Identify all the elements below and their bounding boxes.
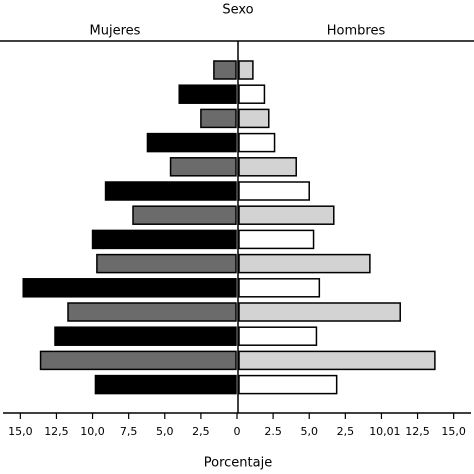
- bar: [238, 302, 401, 322]
- annotation: 1: [394, 425, 401, 438]
- x-axis-title: Porcentaje: [204, 456, 272, 471]
- legend-label: Hombres: [327, 24, 386, 39]
- bar: [238, 157, 297, 177]
- x-tick-label: 5,0: [300, 425, 318, 438]
- x-tick-label: 2.5: [264, 425, 282, 438]
- bar: [238, 253, 371, 274]
- bar: [54, 326, 237, 346]
- bar: [94, 374, 237, 395]
- bar: [146, 132, 237, 153]
- bar: [238, 374, 338, 395]
- bar: [178, 84, 237, 104]
- bar: [238, 326, 318, 346]
- bar: [238, 132, 276, 153]
- x-tick-label: 5,0: [156, 425, 174, 438]
- x-tick-label: 2,5: [192, 425, 210, 438]
- bar: [169, 157, 237, 177]
- legend-label: Mujeres: [90, 24, 141, 39]
- bar: [67, 302, 237, 322]
- x-tick-label: 12,5: [405, 425, 430, 438]
- bar: [238, 108, 270, 129]
- x-tick-label: 2,5: [337, 425, 355, 438]
- bar: [238, 181, 310, 201]
- bar: [22, 278, 237, 298]
- x-tick-label: 7,5: [120, 425, 138, 438]
- bar: [238, 205, 335, 225]
- bar: [238, 84, 266, 104]
- bar: [132, 205, 237, 225]
- bar: [96, 253, 237, 274]
- bar: [104, 181, 237, 201]
- bar: [91, 229, 237, 250]
- x-tick-label: 12,5: [44, 425, 69, 438]
- x-tick-label: 10,0: [369, 425, 394, 438]
- bar: [238, 278, 321, 298]
- x-tick-label: 15,0: [8, 425, 33, 438]
- x-tick-label: 15,0: [441, 425, 466, 438]
- x-tick-label: 0: [234, 425, 241, 438]
- chart-title: Sexo: [222, 3, 253, 18]
- bar: [213, 60, 237, 80]
- bar: [200, 108, 237, 129]
- x-tick-label: 10,0: [80, 425, 105, 438]
- bar: [238, 350, 436, 371]
- bar: [238, 229, 315, 250]
- bar: [39, 350, 237, 371]
- bar: [238, 60, 254, 80]
